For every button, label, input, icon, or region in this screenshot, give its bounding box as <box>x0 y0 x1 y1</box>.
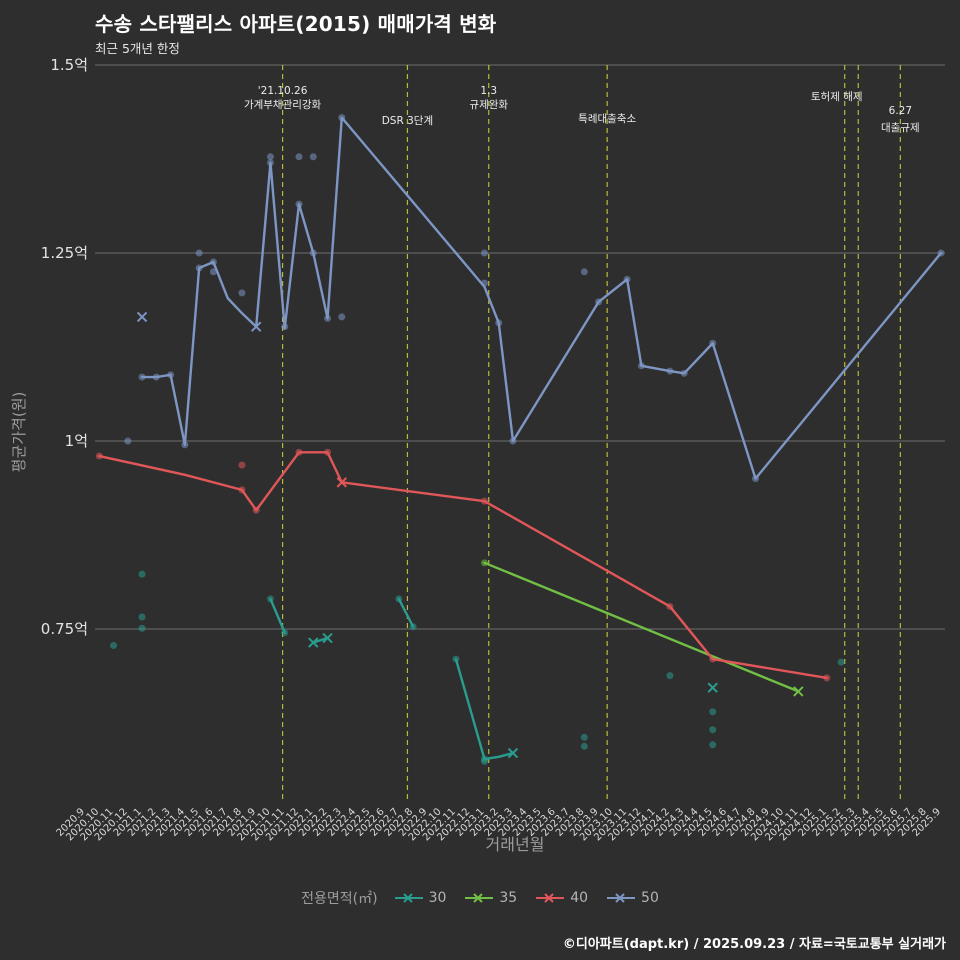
legend-title: 전용면적(㎡) <box>301 891 378 907</box>
scatter-point-50 <box>195 249 203 257</box>
scatter-point-40 <box>238 461 246 469</box>
legend-item-35[interactable]: 35 <box>464 890 517 906</box>
scatter-point-30 <box>709 741 717 749</box>
scatter-point-50 <box>209 268 217 276</box>
scatter-point-50 <box>338 313 346 321</box>
legend-marker-icon <box>465 893 494 903</box>
annotation-label: '21.10.26 <box>258 85 308 97</box>
scatter-point-50 <box>480 249 488 257</box>
scatter-point-50 <box>580 268 588 276</box>
annotation-label: 1.3 <box>480 85 497 97</box>
page-title: 수송 스타팰리스 아파트(2015) 매매가격 변화 <box>95 12 497 36</box>
scatter-point-30 <box>709 726 717 734</box>
x-marker-50 <box>250 321 262 332</box>
y-tick-label: 1.25억 <box>41 244 88 262</box>
y-tick-label: 1.5억 <box>50 56 88 74</box>
annotation-label: DSR 3단계 <box>382 115 433 127</box>
annotation-label: 규제완화 <box>469 98 508 111</box>
legend-item-label: 50 <box>641 890 659 906</box>
legend-item-30[interactable]: 30 <box>394 890 447 906</box>
x-axis-title: 거래년월 <box>486 835 545 854</box>
legend-item-label: 35 <box>499 890 518 906</box>
scatter-point-30 <box>138 624 146 632</box>
scatter-point-50 <box>238 289 246 297</box>
legend-marker-icon <box>607 893 636 903</box>
legend: 전용면적(㎡) 30 35 40 50 <box>0 888 960 908</box>
series-line-30 <box>454 657 515 761</box>
annotation-label: 토허제 해제 <box>811 90 863 103</box>
scatter-point-30 <box>138 570 146 578</box>
scatter-point-50 <box>124 437 132 445</box>
scatter-point-30 <box>580 733 588 741</box>
series-line-40 <box>98 451 829 680</box>
legend-items: 30 35 40 50 <box>394 890 659 906</box>
scatter-point-30 <box>580 742 588 750</box>
annotation-label: 특례대출축소 <box>578 113 636 125</box>
x-marker-35 <box>793 686 804 697</box>
y-tick-label: 1억 <box>65 432 88 450</box>
page-subtitle: 최근 5개년 한정 <box>95 41 180 56</box>
legend-marker-icon <box>536 893 565 903</box>
legend-marker-icon <box>394 893 423 903</box>
scatter-point-30 <box>138 613 146 621</box>
x-marker-30 <box>507 747 519 759</box>
scatter-point-50 <box>309 153 317 161</box>
x-marker-50 <box>136 311 148 323</box>
scatter-point-30 <box>837 658 845 666</box>
x-marker-30 <box>322 632 333 644</box>
scatter-point-50 <box>295 153 303 161</box>
scatter-point-30 <box>110 642 118 650</box>
annotation-label: 6.27 <box>889 105 912 117</box>
series-line-35 <box>483 561 800 693</box>
series-line-30 <box>269 597 286 634</box>
series-line-30 <box>397 597 415 628</box>
copyright-footer: ©디아파트(dapt.kr) / 2025.09.23 / 자료=국토교통부 실… <box>562 937 946 952</box>
legend-item-50[interactable]: 50 <box>606 890 659 906</box>
scatter-point-50 <box>266 153 274 161</box>
x-marker-40 <box>336 477 348 488</box>
legend-item-40[interactable]: 40 <box>535 890 588 906</box>
legend-item-label: 30 <box>428 890 447 906</box>
annotation-label: 가계부채관리강화 <box>244 99 322 111</box>
y-axis-title: 평균가격(원) <box>10 392 28 473</box>
legend-item-label: 40 <box>570 890 589 906</box>
annotation-label: 대출규제 <box>881 122 920 134</box>
scatter-point-30 <box>666 672 674 680</box>
x-marker-30 <box>707 682 718 693</box>
scatter-point-30 <box>709 708 717 716</box>
series-line-30 <box>312 636 329 644</box>
series-line-50 <box>140 116 943 480</box>
x-marker-30 <box>308 637 319 648</box>
y-tick-label: 0.75억 <box>41 620 88 638</box>
